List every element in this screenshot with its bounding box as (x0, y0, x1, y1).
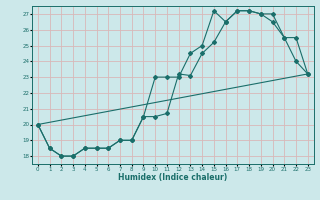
X-axis label: Humidex (Indice chaleur): Humidex (Indice chaleur) (118, 173, 228, 182)
